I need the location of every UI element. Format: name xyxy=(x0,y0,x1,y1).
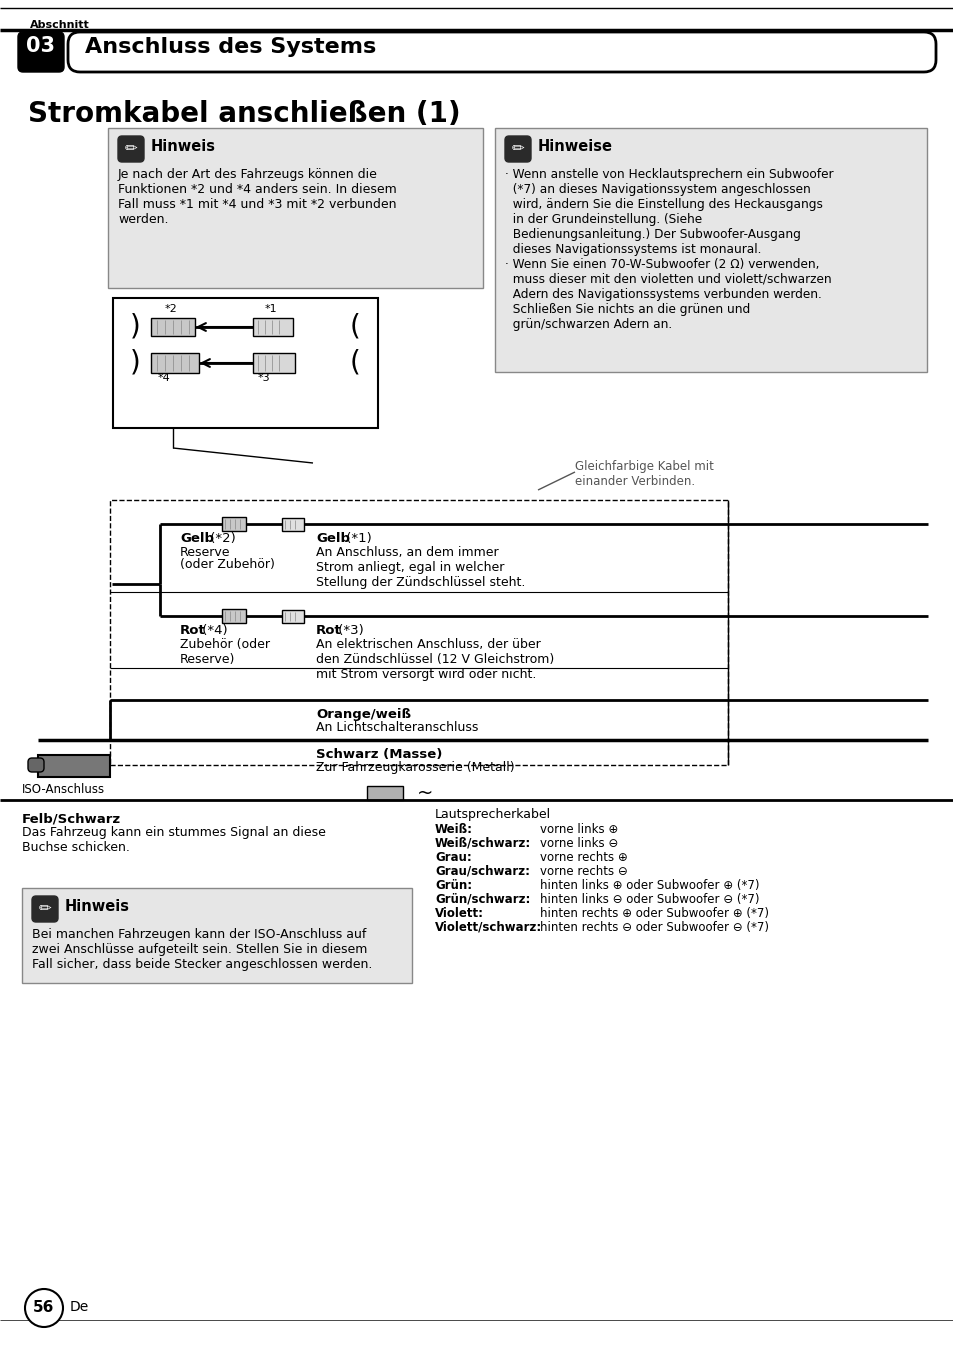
Text: Grau/schwarz:: Grau/schwarz: xyxy=(435,865,530,877)
Text: ✏: ✏ xyxy=(38,902,51,917)
Bar xyxy=(495,128,926,372)
Bar xyxy=(253,353,294,373)
Text: Gleichfarbige Kabel mit
einander Verbinden.: Gleichfarbige Kabel mit einander Verbind… xyxy=(575,460,713,488)
Text: 03: 03 xyxy=(27,37,55,55)
Text: · Wenn anstelle von Hecklautsprechern ein Subwoofer
  (*7) an dieses Navigations: · Wenn anstelle von Hecklautsprechern ei… xyxy=(504,168,833,331)
Text: (: ( xyxy=(349,314,360,341)
Text: De: De xyxy=(70,1301,90,1314)
Text: Je nach der Art des Fahrzeugs können die
Funktionen *2 und *4 anders sein. In di: Je nach der Art des Fahrzeugs können die… xyxy=(118,168,396,226)
Text: ): ) xyxy=(130,314,140,341)
Bar xyxy=(367,786,402,800)
Text: Violett/schwarz:: Violett/schwarz: xyxy=(435,921,541,934)
Text: Schwarz (Masse): Schwarz (Masse) xyxy=(315,748,442,761)
Text: Hinweis: Hinweis xyxy=(65,899,130,914)
Text: Weiß:: Weiß: xyxy=(435,823,473,836)
FancyBboxPatch shape xyxy=(118,137,144,162)
Text: An Anschluss, an dem immer
Strom anliegt, egal in welcher
Stellung der Zündschlü: An Anschluss, an dem immer Strom anliegt… xyxy=(315,546,525,589)
Text: Violett:: Violett: xyxy=(435,907,483,919)
Text: Reserve: Reserve xyxy=(180,546,231,558)
Text: An elektrischen Anschluss, der über
den Zündschlüssel (12 V Gleichstrom)
mit Str: An elektrischen Anschluss, der über den … xyxy=(315,638,554,681)
Text: hinten links ⊖ oder Subwoofer ⊖ (*7): hinten links ⊖ oder Subwoofer ⊖ (*7) xyxy=(539,894,759,906)
Text: ✏: ✏ xyxy=(125,142,137,157)
Circle shape xyxy=(25,1288,63,1328)
Bar xyxy=(38,754,110,777)
Text: vorne links ⊕: vorne links ⊕ xyxy=(539,823,618,836)
FancyBboxPatch shape xyxy=(32,896,58,922)
Text: Abschnitt: Abschnitt xyxy=(30,20,90,30)
Bar xyxy=(110,500,727,765)
Text: ✏: ✏ xyxy=(511,142,524,157)
Text: (*4): (*4) xyxy=(198,625,228,637)
Text: ): ) xyxy=(130,349,140,377)
Text: Rot: Rot xyxy=(315,625,341,637)
Text: Zur Fahrzeugkarosserie (Metall): Zur Fahrzeugkarosserie (Metall) xyxy=(315,761,514,773)
Text: Anschluss des Systems: Anschluss des Systems xyxy=(85,37,375,57)
FancyBboxPatch shape xyxy=(504,137,531,162)
Text: *2: *2 xyxy=(165,304,177,314)
Text: Das Fahrzeug kann ein stummes Signal an diese
Buchse schicken.: Das Fahrzeug kann ein stummes Signal an … xyxy=(22,826,326,854)
Text: Gelb: Gelb xyxy=(315,531,350,545)
Text: hinten links ⊕ oder Subwoofer ⊕ (*7): hinten links ⊕ oder Subwoofer ⊕ (*7) xyxy=(539,879,759,892)
FancyBboxPatch shape xyxy=(18,32,64,72)
Text: An Lichtschalteranschluss: An Lichtschalteranschluss xyxy=(315,721,477,734)
Text: Grau:: Grau: xyxy=(435,850,471,864)
Text: hinten rechts ⊖ oder Subwoofer ⊖ (*7): hinten rechts ⊖ oder Subwoofer ⊖ (*7) xyxy=(539,921,768,934)
Text: ISO-Anschluss: ISO-Anschluss xyxy=(22,783,105,796)
Bar xyxy=(282,518,304,531)
Text: Grün:: Grün: xyxy=(435,879,472,892)
Bar xyxy=(222,608,246,623)
Bar xyxy=(22,888,412,983)
Text: vorne links ⊖: vorne links ⊖ xyxy=(539,837,618,850)
Bar xyxy=(253,318,293,337)
FancyBboxPatch shape xyxy=(68,32,935,72)
Text: Rot: Rot xyxy=(180,625,206,637)
Text: Hinweis: Hinweis xyxy=(151,139,215,154)
Text: ~: ~ xyxy=(416,784,433,803)
Text: *3: *3 xyxy=(257,373,271,383)
Text: Weiß/schwarz:: Weiß/schwarz: xyxy=(435,837,531,850)
Text: vorne rechts ⊕: vorne rechts ⊕ xyxy=(539,850,627,864)
Text: (oder Zubehör): (oder Zubehör) xyxy=(180,558,274,571)
Text: vorne rechts ⊖: vorne rechts ⊖ xyxy=(539,865,627,877)
Bar xyxy=(108,128,482,288)
Bar xyxy=(222,516,246,531)
Text: (*2): (*2) xyxy=(206,531,235,545)
Text: Felb/Schwarz: Felb/Schwarz xyxy=(22,813,121,825)
Text: Zubehör (oder
Reserve): Zubehör (oder Reserve) xyxy=(180,638,270,667)
Text: Orange/weiß: Orange/weiß xyxy=(315,708,411,721)
Text: 56: 56 xyxy=(33,1301,54,1315)
Text: *1: *1 xyxy=(265,304,277,314)
Text: Grün/schwarz:: Grün/schwarz: xyxy=(435,894,530,906)
Text: (*3): (*3) xyxy=(334,625,363,637)
Text: Hinweise: Hinweise xyxy=(537,139,613,154)
Bar xyxy=(151,318,194,337)
Bar xyxy=(282,610,304,623)
Text: Bei manchen Fahrzeugen kann der ISO-Anschluss auf
zwei Anschlüsse aufgeteilt sei: Bei manchen Fahrzeugen kann der ISO-Ansc… xyxy=(32,927,372,971)
Text: Lautsprecherkabel: Lautsprecherkabel xyxy=(435,808,551,821)
Text: (*1): (*1) xyxy=(341,531,372,545)
Text: (: ( xyxy=(349,349,360,377)
FancyBboxPatch shape xyxy=(28,758,44,772)
Text: Gelb: Gelb xyxy=(180,531,213,545)
Text: hinten rechts ⊕ oder Subwoofer ⊕ (*7): hinten rechts ⊕ oder Subwoofer ⊕ (*7) xyxy=(539,907,768,919)
Text: Stromkabel anschließen (1): Stromkabel anschließen (1) xyxy=(28,100,460,128)
Bar xyxy=(112,297,377,429)
Bar xyxy=(151,353,199,373)
Text: *4: *4 xyxy=(158,373,171,383)
